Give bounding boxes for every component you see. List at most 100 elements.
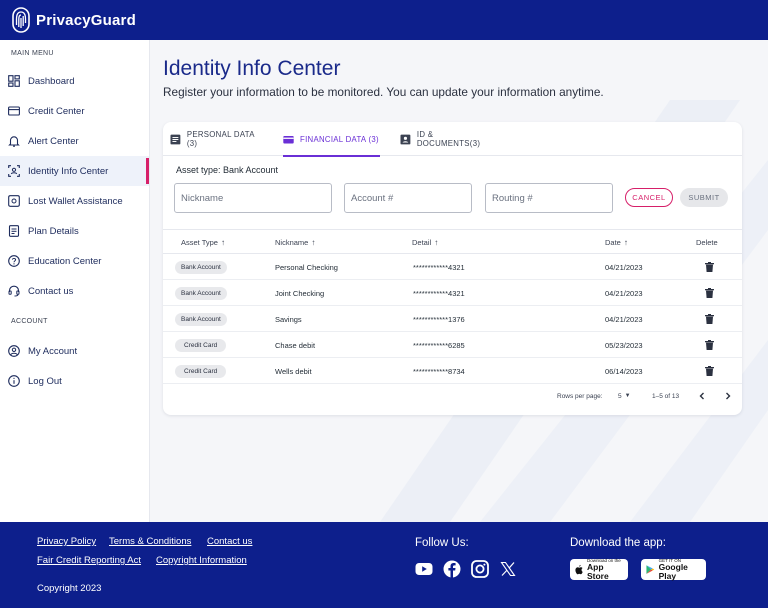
top-bar: PrivacyGuard (0, 0, 768, 40)
tab-label: ID & DOCUMENTS(3) (416, 130, 481, 148)
follow-us-label: Follow Us: (415, 537, 469, 549)
date-cell: 04/21/2023 (605, 314, 643, 324)
detail-cell: ************6285 (413, 340, 465, 350)
date-cell: 05/23/2023 (605, 340, 643, 350)
copyright-text: Copyright 2023 (37, 583, 102, 594)
google-play-badge[interactable]: GET IT ON Google Play (641, 558, 706, 580)
sidebar-item-contact-us[interactable]: Contact us (0, 276, 149, 306)
date-cell: 06/14/2023 (605, 366, 643, 376)
rows-per-page-value: 5 (618, 392, 622, 400)
column-header-date[interactable]: Date ↑ (605, 230, 628, 255)
chevron-right-icon[interactable] (722, 390, 734, 402)
caret-down-icon: ▼ (624, 393, 631, 399)
credit-card-icon (8, 106, 20, 116)
footer-link-contact-us[interactable]: Contact us (207, 536, 253, 547)
column-label: Nickname (275, 238, 309, 247)
sidebar-item-plan-details[interactable]: Plan Details (0, 216, 149, 246)
page-title: Identity Info Center (163, 57, 341, 80)
cancel-button[interactable]: CANCEL (625, 188, 673, 207)
sidebar: MAIN MENU Dashboard Credit Center Alert … (0, 40, 150, 522)
asset-type-chip: Bank Account (175, 260, 227, 274)
detail-cell: ************4321 (413, 288, 465, 298)
x-icon[interactable] (499, 560, 517, 578)
page-range: 1–5 of 13 (652, 392, 680, 400)
sort-arrow-icon: ↑ (220, 238, 225, 247)
sidebar-item-identity-info-center[interactable]: Identity Info Center (0, 156, 149, 186)
wallet-icon (8, 195, 20, 207)
footer-link-fcra[interactable]: Fair Credit Reporting Act (37, 555, 142, 566)
sort-arrow-icon: ↑ (434, 238, 439, 247)
nickname-field[interactable] (174, 183, 332, 213)
document-icon (8, 225, 20, 237)
tab-label: FINANCIAL DATA (3) (300, 134, 379, 144)
brand-logo[interactable]: PrivacyGuard (12, 7, 136, 33)
help-circle-icon (8, 255, 20, 267)
trash-icon[interactable] (705, 262, 714, 272)
table-row: Bank Account Joint Checking ************… (163, 280, 742, 306)
column-header-detail[interactable]: Detail ↑ (412, 230, 438, 255)
trash-icon[interactable] (705, 340, 714, 350)
tab-financial-data[interactable]: FINANCIAL DATA (3) (283, 122, 380, 157)
page-subtitle: Register your information to be monitore… (163, 85, 604, 99)
tab-personal-data[interactable]: PERSONAL DATA (3) (170, 122, 266, 156)
sidebar-item-dashboard[interactable]: Dashboard (0, 66, 149, 96)
routing-number-field[interactable] (485, 183, 613, 213)
sidebar-item-label: Plan Details (28, 225, 79, 237)
chevron-left-icon[interactable] (696, 390, 708, 402)
submit-button[interactable]: SUBMIT (680, 188, 728, 207)
id-badge-icon (400, 134, 411, 144)
sidebar-item-label: Credit Center (28, 105, 85, 117)
sidebar-item-log-out[interactable]: Log Out (0, 366, 149, 396)
financial-data-table: Asset Type ↑ Nickname ↑ Detail ↑ Date ↑ Dele… (163, 229, 742, 384)
date-cell: 04/21/2023 (605, 288, 643, 298)
sidebar-item-credit-center[interactable]: Credit Center (0, 96, 149, 126)
detail-cell: ************1376 (413, 314, 465, 324)
rows-per-page-select[interactable]: 5 ▼ (618, 384, 631, 408)
trash-icon[interactable] (705, 366, 714, 376)
pagination: Rows per page: 5 ▼ 1–5 of 13 (163, 384, 742, 408)
sort-arrow-icon: ↑ (623, 238, 628, 247)
download-app-label: Download the app: (570, 537, 666, 549)
fingerprint-logo-icon (12, 7, 30, 33)
account-number-field[interactable] (344, 183, 472, 213)
trash-icon[interactable] (705, 314, 714, 324)
column-label: Date (605, 238, 621, 247)
sidebar-item-label: Dashboard (28, 75, 75, 87)
instagram-icon[interactable] (471, 560, 489, 578)
nickname-cell: Joint Checking (275, 288, 325, 298)
sort-arrow-icon: ↑ (311, 238, 316, 247)
sidebar-item-label: Alert Center (28, 135, 79, 147)
sidebar-item-lost-wallet-assistance[interactable]: Lost Wallet Assistance (0, 186, 149, 216)
rows-per-page-label: Rows per page: (557, 392, 603, 400)
column-header-delete: Delete (696, 230, 718, 255)
table-row: Bank Account Savings ************1376 04… (163, 306, 742, 332)
sidebar-item-my-account[interactable]: My Account (0, 336, 149, 366)
column-header-nickname[interactable]: Nickname ↑ (275, 230, 315, 255)
main-menu-label: MAIN MENU (11, 50, 54, 57)
card-icon (283, 135, 294, 143)
sidebar-item-alert-center[interactable]: Alert Center (0, 126, 149, 156)
user-circle-icon (8, 345, 20, 357)
trash-icon[interactable] (705, 288, 714, 298)
footer-link-privacy-policy[interactable]: Privacy Policy (37, 536, 97, 547)
youtube-icon[interactable] (415, 560, 433, 578)
sidebar-item-label: My Account (28, 345, 78, 357)
asset-type-chip: Credit Card (175, 338, 227, 352)
tab-id-documents[interactable]: ID & DOCUMENTS(3) (400, 122, 498, 156)
sidebar-item-label: Lost Wallet Assistance (28, 195, 123, 207)
sidebar-item-label: Education Center (28, 255, 102, 267)
main-content: Identity Info Center Register your infor… (150, 40, 768, 522)
id-list-icon (170, 134, 181, 144)
footer-link-copyright-info[interactable]: Copyright Information (156, 555, 247, 566)
table-row: Credit Card Wells debit ************8734… (163, 358, 742, 384)
app-store-badge[interactable]: Download on the App Store (570, 558, 628, 580)
facebook-icon[interactable] (443, 560, 461, 578)
asset-type-label: Asset type: Bank Account (176, 165, 279, 175)
column-header-asset-type[interactable]: Asset Type ↑ (181, 230, 225, 255)
detail-cell: ************4321 (413, 262, 465, 272)
sidebar-item-education-center[interactable]: Education Center (0, 246, 149, 276)
data-card: PERSONAL DATA (3) FINANCIAL DATA (3) ID … (163, 122, 742, 415)
footer-link-terms[interactable]: Terms & Conditions (109, 536, 192, 547)
dashboard-icon (8, 75, 20, 87)
tab-bar: PERSONAL DATA (3) FINANCIAL DATA (3) ID … (163, 122, 742, 157)
